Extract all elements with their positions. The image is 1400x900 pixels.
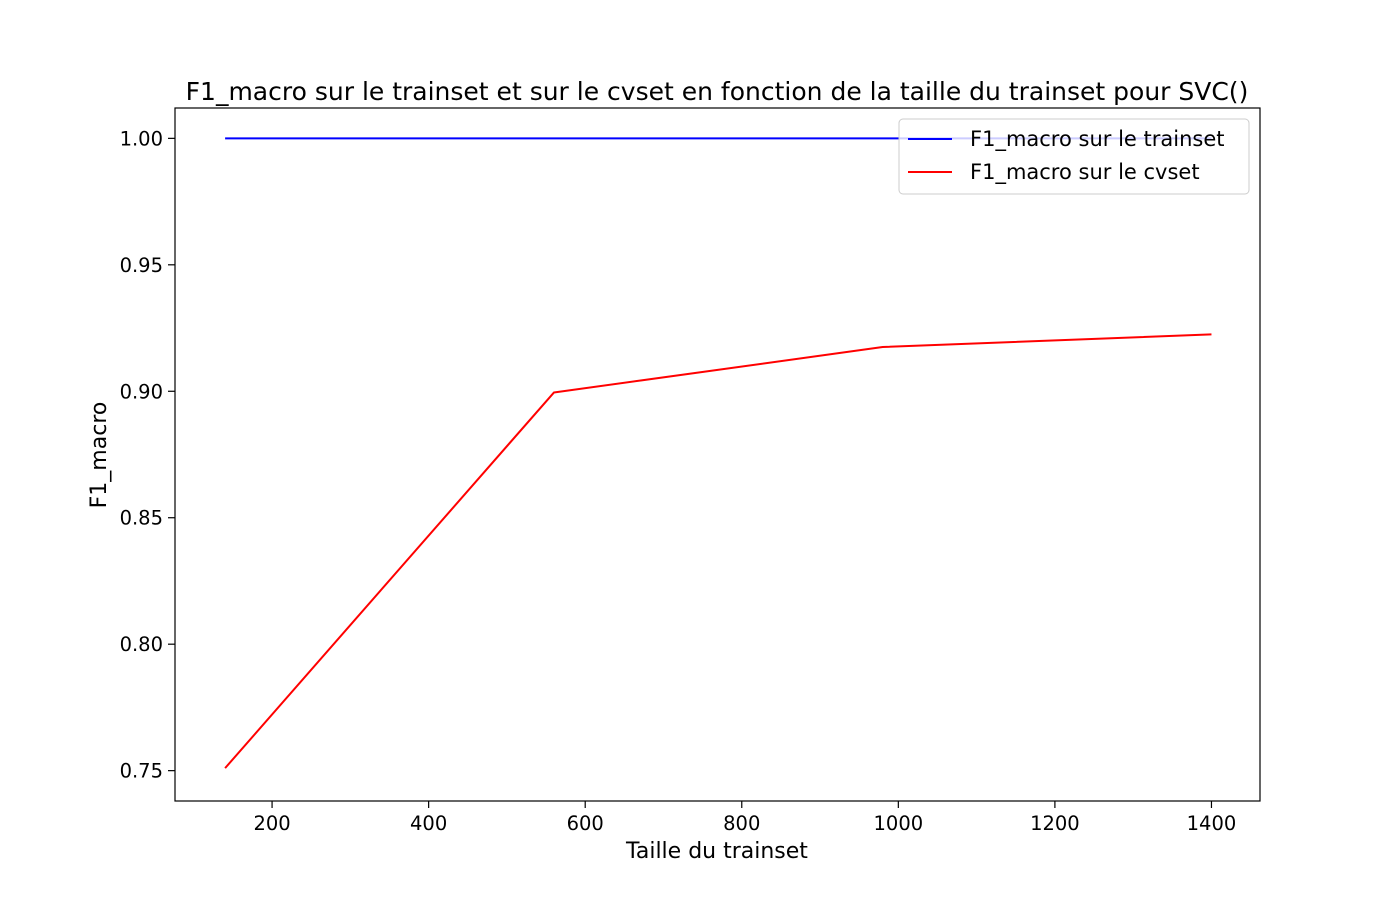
x-tick-label: 200 bbox=[253, 812, 290, 835]
y-tick-label: 1.00 bbox=[120, 127, 163, 150]
plot-frame bbox=[174, 107, 1261, 802]
x-tick-label: 1000 bbox=[874, 812, 924, 835]
y-tick-label: 0.85 bbox=[120, 507, 163, 530]
x-axis-label: Taille du trainset bbox=[625, 839, 808, 864]
x-tick-label: 1200 bbox=[1030, 812, 1080, 835]
y-tick-label: 0.80 bbox=[120, 633, 163, 656]
legend-label-1: F1_macro sur le trainset bbox=[970, 127, 1224, 152]
legend-label-2: F1_macro sur le cvset bbox=[970, 160, 1200, 185]
chart-title: F1_macro sur le trainset et sur le cvset… bbox=[186, 77, 1249, 106]
x-axis: 200 400 600 800 1000 1200 1400 bbox=[253, 801, 1236, 835]
plot-area bbox=[175, 108, 1260, 801]
x-tick-label: 800 bbox=[723, 812, 760, 835]
legend-box bbox=[898, 118, 1250, 195]
x-tick-label: 1400 bbox=[1187, 812, 1237, 835]
y-axis: 0.75 0.80 0.85 0.90 0.95 1.00 bbox=[120, 127, 175, 783]
x-tick-label: 400 bbox=[410, 812, 447, 835]
series-line-2 bbox=[224, 333, 1212, 769]
y-tick-label: 0.90 bbox=[120, 380, 163, 403]
y-axis-label: F1_macro bbox=[87, 402, 112, 509]
legend: F1_macro sur le trainset F1_macro sur le … bbox=[898, 118, 1250, 195]
y-tick-label: 0.95 bbox=[120, 254, 163, 277]
y-tick-label: 0.75 bbox=[120, 760, 163, 783]
x-tick-label: 600 bbox=[567, 812, 604, 835]
